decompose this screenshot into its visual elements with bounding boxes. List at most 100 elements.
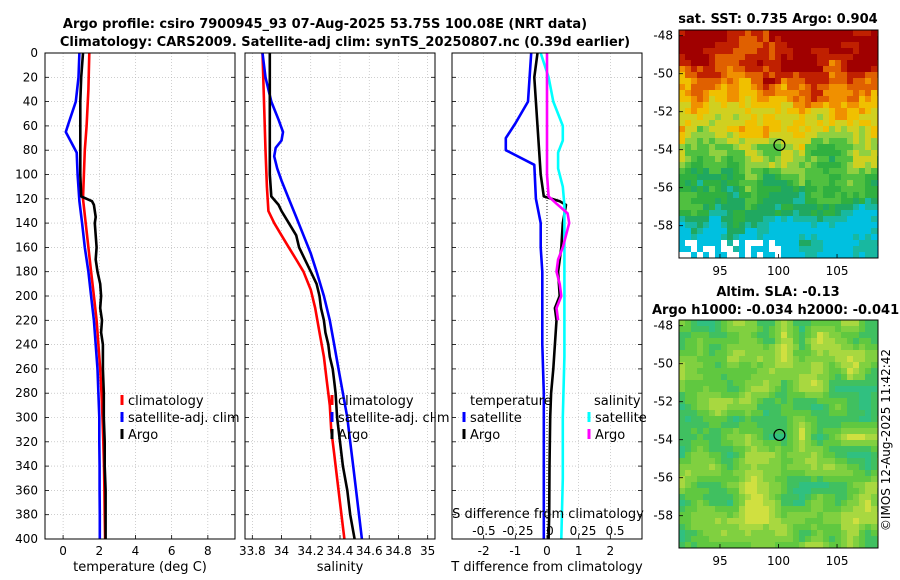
sla_map-cell bbox=[799, 458, 806, 465]
sst_map-cell bbox=[841, 156, 848, 163]
sla_map-cell bbox=[805, 326, 812, 333]
sst_map-cell bbox=[763, 126, 770, 133]
sst_map-cell bbox=[793, 132, 800, 139]
sla_map-cell bbox=[757, 362, 764, 369]
temperature-series-argo bbox=[79, 52, 107, 539]
difference-x-tick-label: -1 bbox=[509, 544, 521, 558]
sst_map-cell bbox=[709, 126, 716, 133]
sst_map-cell bbox=[865, 186, 872, 193]
sla_map-cell bbox=[859, 356, 866, 363]
sla_map-cell bbox=[763, 392, 770, 399]
sla_map-cell bbox=[715, 356, 722, 363]
sla_map-cell bbox=[805, 434, 812, 441]
sla_map-cell bbox=[829, 464, 836, 471]
sst_map-cell bbox=[733, 126, 740, 133]
sst_map-cell bbox=[745, 102, 752, 109]
sst_map-cell bbox=[817, 30, 824, 37]
sla_map-cell bbox=[841, 416, 848, 423]
sla_map-cell bbox=[775, 380, 782, 387]
sla_map-cell bbox=[865, 488, 872, 495]
sla_map-cell bbox=[793, 422, 800, 429]
sst_map-cell bbox=[715, 48, 722, 55]
sst_map-cell bbox=[865, 126, 872, 133]
sla_map-cell bbox=[829, 350, 836, 357]
sst_map-cell bbox=[871, 84, 878, 91]
sla_map-cell bbox=[865, 332, 872, 339]
sst_map-cell bbox=[709, 120, 716, 127]
sla_map-cell bbox=[859, 428, 866, 435]
sla_map-cell bbox=[703, 452, 710, 459]
sla_map-cell bbox=[715, 470, 722, 477]
sla_map-cell bbox=[679, 542, 686, 548]
sla_map-cell bbox=[757, 488, 764, 495]
sst_map-cell bbox=[751, 126, 758, 133]
sst_map-cell bbox=[679, 138, 686, 145]
sst_map-cell bbox=[763, 216, 770, 223]
sst_map-cell bbox=[769, 216, 776, 223]
sla_map-cell bbox=[745, 488, 752, 495]
sla_map-cell bbox=[853, 332, 860, 339]
sla_map-cell bbox=[709, 392, 716, 399]
sla_map-cell bbox=[751, 500, 758, 507]
sst_map-cell bbox=[871, 234, 878, 241]
sla_map-cell bbox=[691, 362, 698, 369]
sst_map-cell bbox=[715, 30, 722, 37]
sst_map-cell bbox=[865, 246, 872, 253]
sst_map-cell bbox=[739, 204, 746, 211]
sla_map-cell bbox=[685, 446, 692, 453]
sst_map-cell bbox=[847, 96, 854, 103]
sst_map-cell bbox=[733, 78, 740, 85]
sla_map-cell bbox=[781, 530, 788, 537]
sst_map-cell bbox=[793, 66, 800, 73]
sst_map-cell bbox=[823, 48, 830, 55]
sla_map-cell bbox=[853, 368, 860, 375]
sla_map-cell bbox=[721, 530, 728, 537]
sla_map-cell bbox=[823, 398, 830, 405]
sst_map-cell bbox=[697, 42, 704, 49]
sla_map-cell bbox=[757, 512, 764, 519]
sst_map-cell bbox=[733, 48, 740, 55]
sst_map-cell bbox=[733, 114, 740, 121]
sst_map-cell bbox=[841, 120, 848, 127]
sla_map-cell bbox=[823, 344, 830, 351]
sla_map-cell bbox=[799, 428, 806, 435]
sla_map-cell bbox=[781, 398, 788, 405]
sst_map-cell bbox=[697, 120, 704, 127]
sst_map-cell bbox=[763, 84, 770, 91]
sst_map-cell bbox=[751, 228, 758, 235]
sla_map-cell bbox=[703, 362, 710, 369]
sst_map-cell bbox=[703, 144, 710, 151]
sla_map-cell bbox=[853, 446, 860, 453]
sst_map-cell bbox=[685, 144, 692, 151]
sla_map-cell bbox=[787, 446, 794, 453]
sla_map-cell bbox=[697, 398, 704, 405]
sst_map-cell bbox=[769, 168, 776, 175]
sst_map-cell bbox=[763, 48, 770, 55]
sst_map-cell bbox=[781, 78, 788, 85]
sla_map-cell bbox=[715, 368, 722, 375]
sla_map-y-tick-label: -50 bbox=[653, 357, 673, 371]
sla_map-cell bbox=[805, 404, 812, 411]
sla_map-cell bbox=[763, 410, 770, 417]
sla_map-cell bbox=[871, 350, 878, 357]
sst_map-cell bbox=[781, 150, 788, 157]
sst_map-cell bbox=[829, 228, 836, 235]
sst_map-cell bbox=[685, 240, 692, 247]
sla_map-cell bbox=[835, 518, 842, 525]
sst_map-cell bbox=[685, 186, 692, 193]
sla_map-cell bbox=[757, 542, 764, 548]
sla_map-cell bbox=[727, 410, 734, 417]
sst_map-cell bbox=[739, 126, 746, 133]
sst_map-cell bbox=[775, 210, 782, 217]
sst_map-cell bbox=[775, 102, 782, 109]
sla_map-cell bbox=[829, 476, 836, 483]
sla_map-cell bbox=[781, 392, 788, 399]
sla_map-cell bbox=[751, 452, 758, 459]
sst_map-cell bbox=[859, 30, 866, 37]
sla_map-cell bbox=[679, 368, 686, 375]
sst_map-cell bbox=[817, 66, 824, 73]
sst_map-cell bbox=[853, 228, 860, 235]
sla_map-cell bbox=[775, 320, 782, 327]
sla_map-cell bbox=[871, 326, 878, 333]
sst_map-cell bbox=[733, 144, 740, 151]
